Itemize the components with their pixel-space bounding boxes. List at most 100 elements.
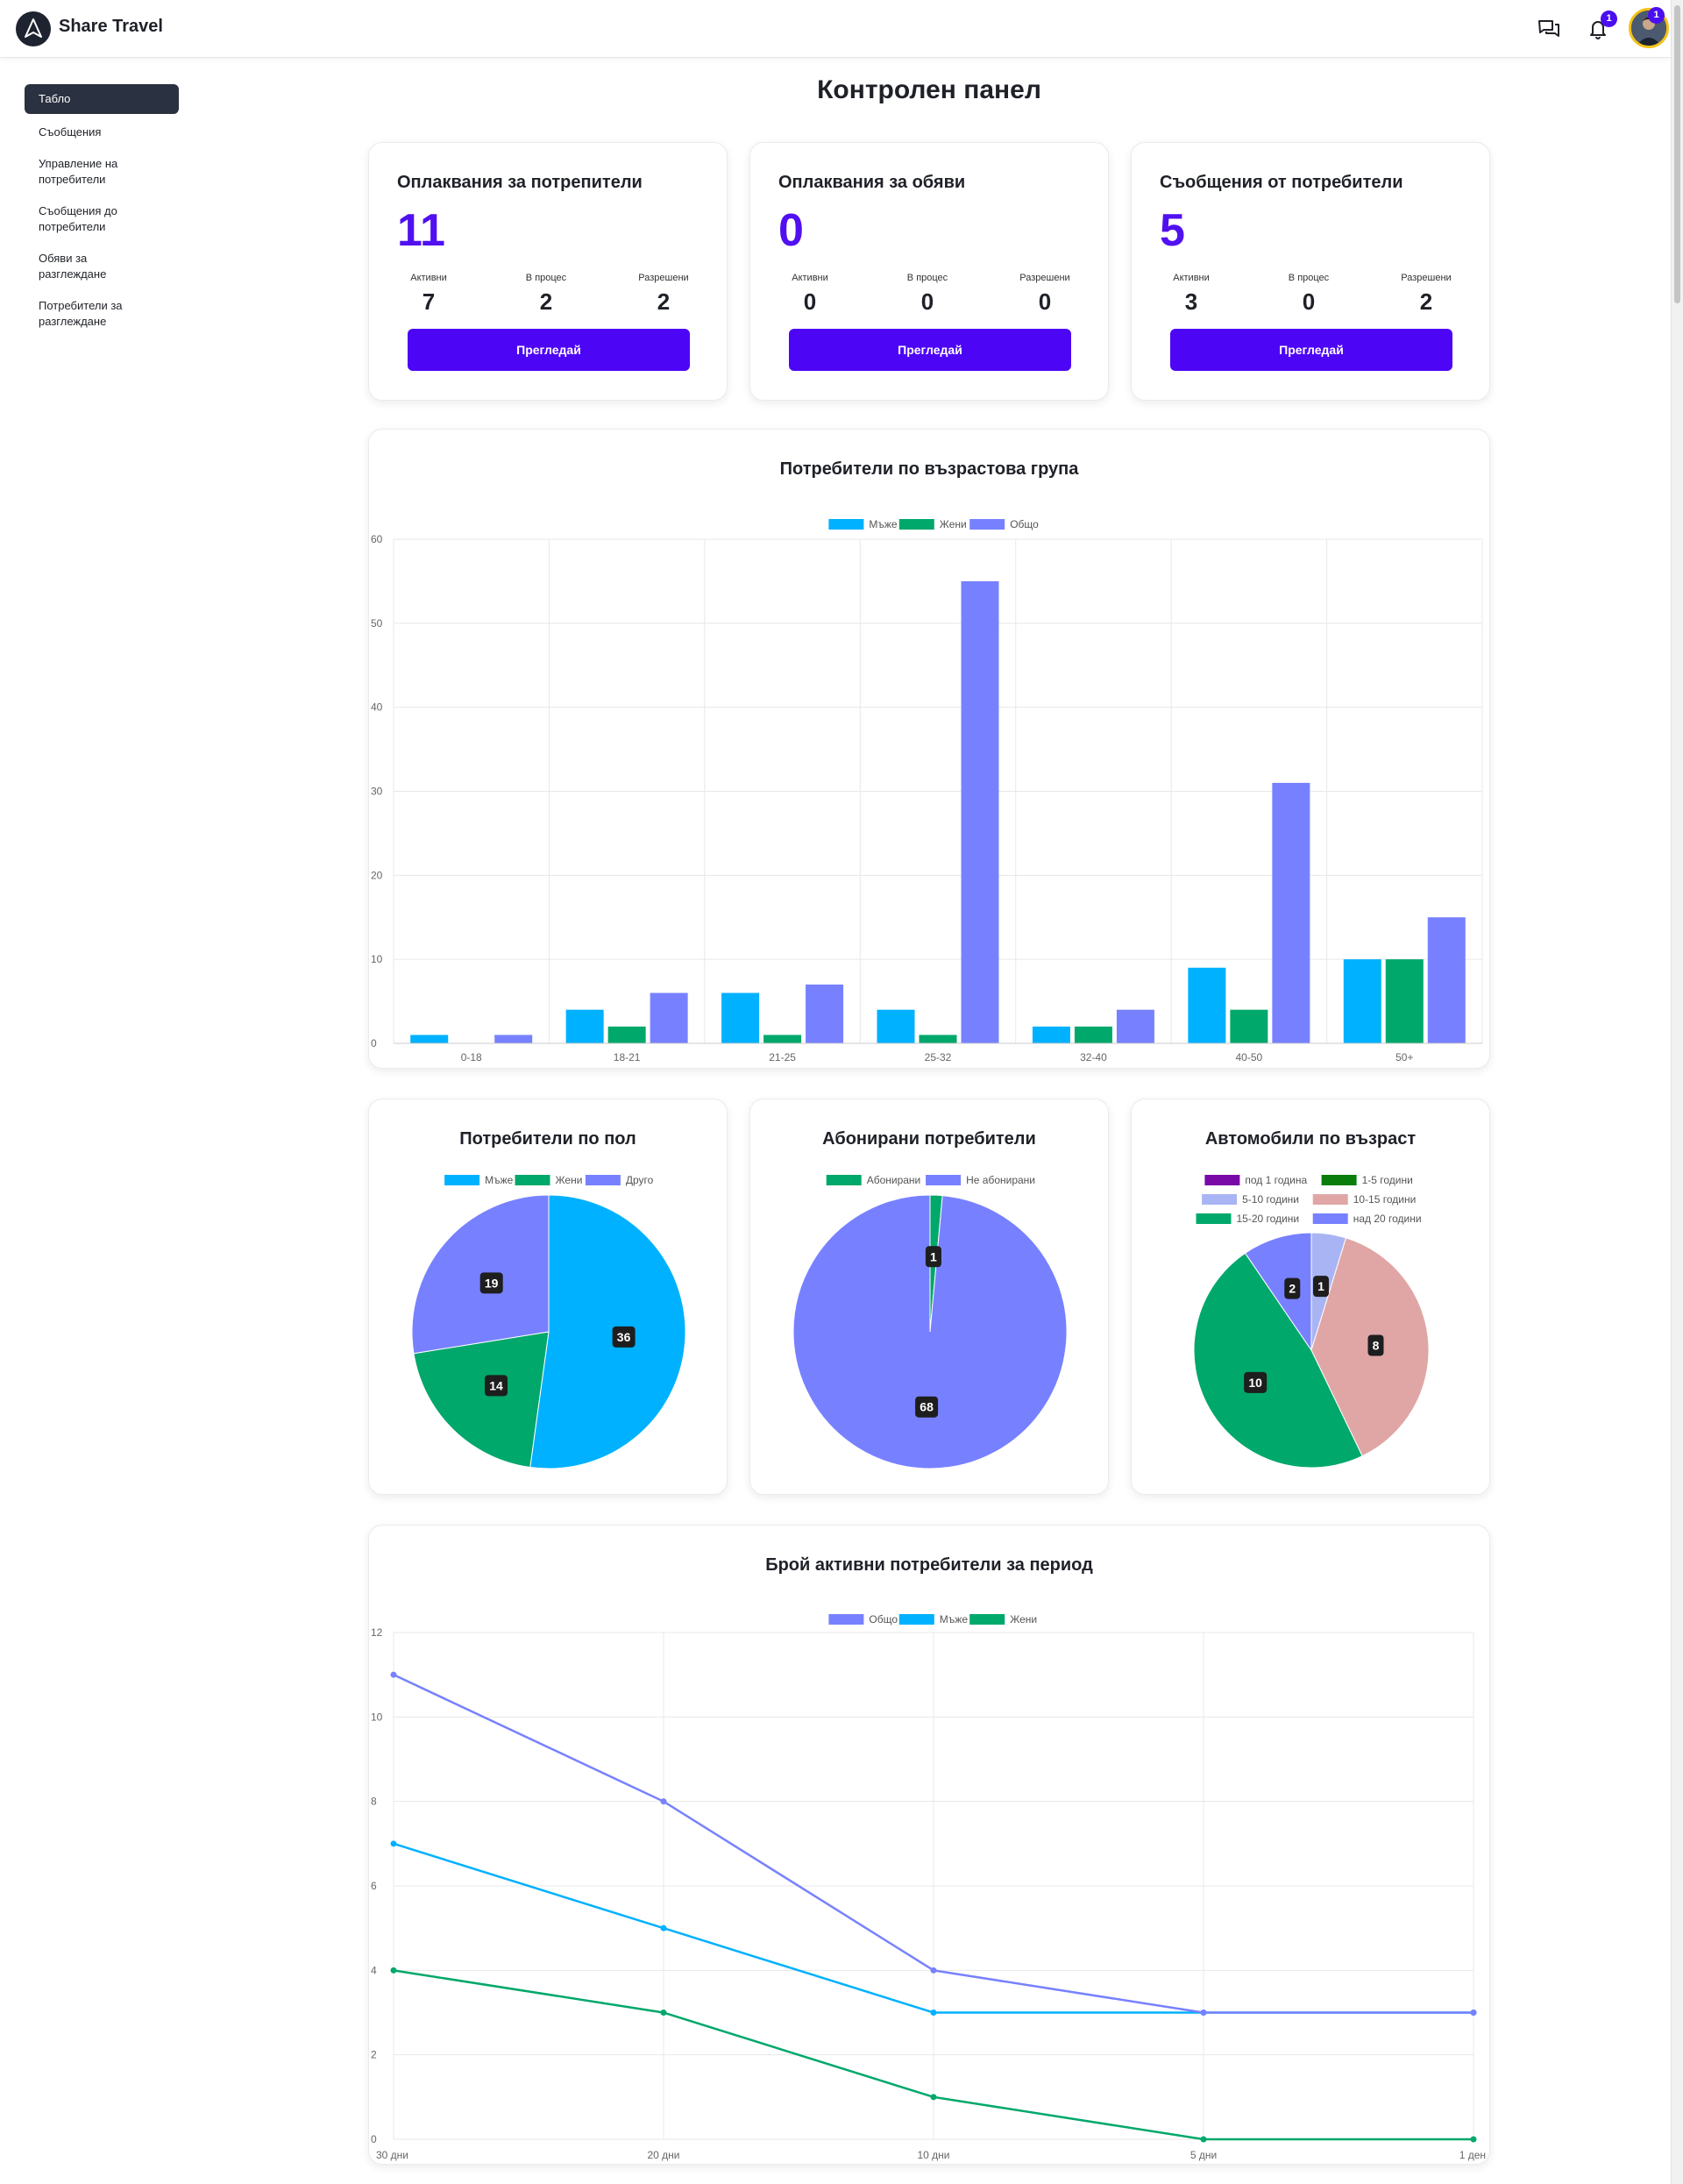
legend-label: 1-5 години <box>1362 1174 1413 1186</box>
active-users-line-chart: 0 2 4 6 8 10 12 30 дни 20 дни 10 дни 5 дни 1 ден Общ… <box>371 1613 1486 2161</box>
data-label-box <box>612 1326 636 1348</box>
data-label-box <box>1312 1276 1329 1298</box>
page-title: Контролен панел <box>817 75 1041 104</box>
data-point <box>390 1967 397 1974</box>
bar <box>1230 1009 1268 1043</box>
stat-label-active: Активни <box>410 273 447 283</box>
stat-label-in-progress: В процес <box>906 273 948 283</box>
bar <box>961 580 999 1043</box>
y-tick-label: 30 <box>371 786 383 798</box>
data-label: 36 <box>617 1330 631 1344</box>
legend-label: Жени <box>940 518 967 530</box>
pie-slice <box>411 1194 550 1355</box>
subscribers-chart-card: Абонирани потребители Абонирани Не абонир… <box>749 1099 1109 1495</box>
notifications-icon[interactable] <box>1585 16 1611 42</box>
data-label: 1 <box>930 1249 937 1263</box>
stat-value-in-progress: 2 <box>539 288 553 315</box>
x-tick-label: 30 дни <box>376 2149 408 2161</box>
pie-slice <box>413 1331 550 1469</box>
messages-icon[interactable] <box>1536 16 1562 42</box>
bar <box>919 1035 957 1043</box>
view-button[interactable]: Прегледай <box>789 329 1071 371</box>
data-label-box <box>1367 1334 1384 1356</box>
y-tick-label: 20 <box>371 869 383 881</box>
legend-label: 10-15 години <box>1353 1193 1417 1206</box>
data-label: 19 <box>485 1276 499 1290</box>
brand-name[interactable]: Share Travel <box>59 17 163 36</box>
sidebar-item-messages-to-users[interactable]: Съобщения до потребители <box>39 204 117 233</box>
chart-title: Потребители по пол <box>459 1129 636 1149</box>
data-label: 10 <box>1248 1376 1262 1390</box>
legend-swatch <box>828 1614 864 1625</box>
data-label: 1 <box>1317 1279 1324 1293</box>
data-label-box <box>1284 1277 1301 1299</box>
view-button[interactable]: Прегледай <box>408 329 690 371</box>
data-label-box <box>1244 1371 1268 1393</box>
legend-label: Абонирани <box>867 1174 921 1186</box>
stat-total: 11 <box>397 205 445 256</box>
pie-slice <box>529 1194 686 1469</box>
bar <box>763 1035 802 1043</box>
chart-title: Потребители по възрастова група <box>779 459 1079 479</box>
x-tick-label: 10 дни <box>917 2149 949 2161</box>
bar <box>607 1026 646 1043</box>
age-group-bar-chart: 0 10 20 30 40 50 60 0-18 18-21 21-25 25-32 32-40 40-… <box>371 518 1483 1064</box>
pie-slice <box>792 1194 1068 1469</box>
stat-total: 0 <box>778 205 804 256</box>
legend-swatch <box>826 1175 862 1185</box>
legend-swatch <box>828 519 864 530</box>
scrollbar-thumb[interactable] <box>1674 5 1680 303</box>
data-label-box <box>485 1375 508 1397</box>
legend-swatch <box>898 519 934 530</box>
stat-value-active: 0 <box>803 288 817 315</box>
y-tick-label: 6 <box>371 1880 377 1892</box>
data-label: 8 <box>1373 1338 1380 1352</box>
legend-swatch <box>1312 1194 1348 1205</box>
bar <box>1272 782 1310 1043</box>
stat-label-resolved: Разрешени <box>1401 273 1452 283</box>
logo-icon[interactable] <box>16 11 51 46</box>
y-tick-label: 60 <box>371 533 383 545</box>
legend-swatch <box>898 1614 934 1625</box>
legend-swatch <box>1202 1194 1238 1205</box>
age-group-chart-card: Потребители по възрастова група 0 10 20 30 4… <box>368 429 1490 1069</box>
legend-label: под 1 година <box>1245 1174 1307 1186</box>
legend-swatch <box>515 1175 550 1185</box>
sidebar-item-user-management[interactable]: Управление на потребители <box>39 157 118 186</box>
legend-label: Друго <box>626 1174 654 1186</box>
x-tick-label: 50+ <box>1395 1051 1413 1064</box>
chart-title: Брой активни потребители за период <box>765 1555 1093 1575</box>
avatar-badge: 1 <box>1648 7 1665 24</box>
x-tick-label: 32-40 <box>1080 1051 1107 1064</box>
scrollbar[interactable] <box>1671 0 1683 2184</box>
legend-swatch <box>1312 1213 1348 1224</box>
legend-swatch <box>969 1614 1005 1625</box>
data-point <box>930 2094 937 2101</box>
x-tick-label: 25-32 <box>925 1051 952 1064</box>
bar <box>1074 1026 1112 1043</box>
data-point <box>390 1840 397 1847</box>
subscribers-pie-chart: Абонирани Не абонирани 1 68 <box>792 1174 1068 1469</box>
data-label-box <box>915 1396 939 1418</box>
data-point <box>1200 2136 1207 2143</box>
legend-label: Общо <box>1010 518 1039 530</box>
data-point <box>1200 2010 1207 2016</box>
data-point <box>660 2010 667 2016</box>
legend-label: Мъже <box>485 1174 514 1186</box>
stat-label-active: Активни <box>1173 273 1210 283</box>
legend-label: Жени <box>556 1174 583 1186</box>
x-tick-label: 20 дни <box>647 2149 679 2161</box>
bar <box>877 1009 915 1043</box>
data-point <box>660 1924 667 1931</box>
stat-value-active: 7 <box>422 288 436 315</box>
sidebar-item-ads-review[interactable]: Обяви за разглеждане <box>39 252 107 281</box>
sidebar-item-users-review[interactable]: Потребители за разглеждане <box>39 299 123 328</box>
bar <box>1343 959 1381 1043</box>
data-point <box>1470 2010 1477 2016</box>
stat-value-resolved: 2 <box>657 288 671 315</box>
sidebar-item-dashboard[interactable]: Табло <box>25 84 179 114</box>
sidebar-item-messages[interactable]: Съобщения <box>39 125 102 139</box>
view-button[interactable]: Прегледай <box>1170 329 1452 371</box>
data-point <box>390 1671 397 1678</box>
stat-title: Съобщения от потребители <box>1160 173 1403 192</box>
